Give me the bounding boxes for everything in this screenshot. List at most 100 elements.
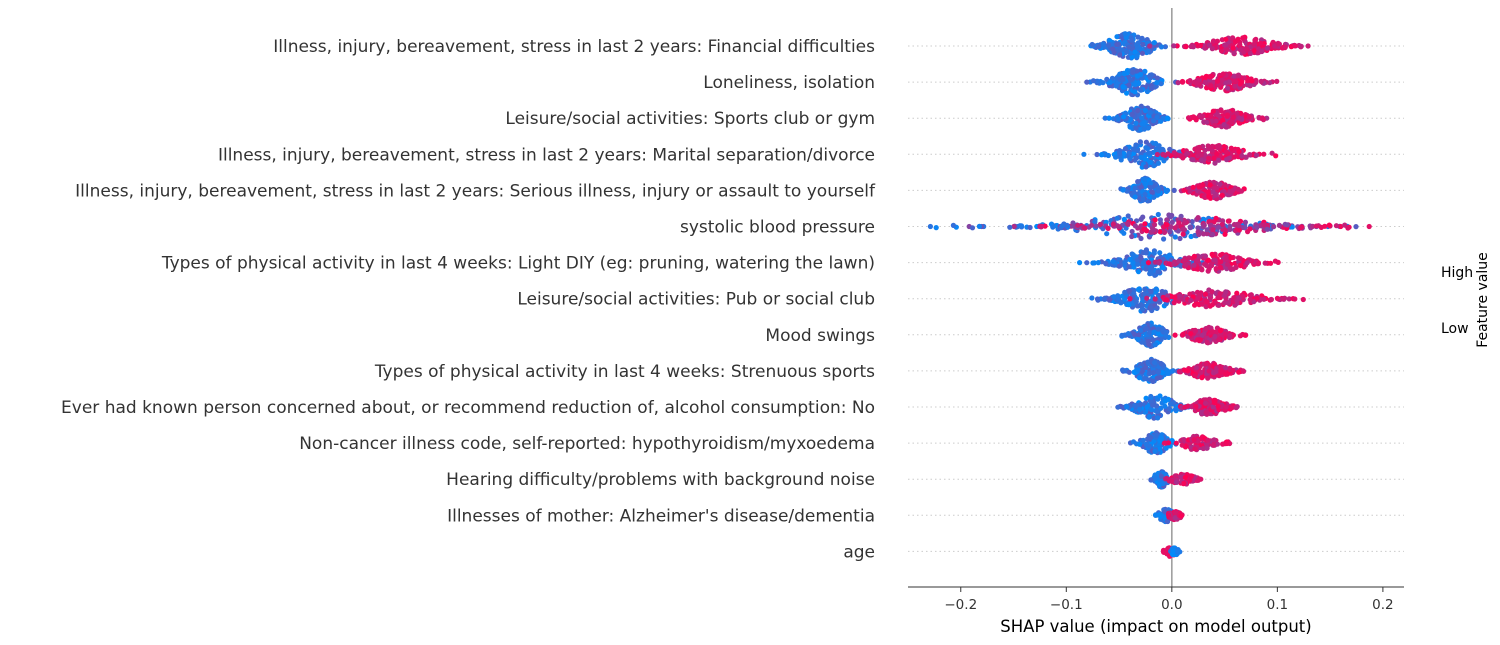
shap-point (1090, 260, 1096, 266)
shap-point (1225, 218, 1231, 224)
shap-point (1234, 290, 1240, 296)
shap-point (1105, 42, 1112, 48)
shap-point (1171, 150, 1177, 156)
shap-point (1139, 50, 1146, 56)
shap-point (1276, 222, 1282, 228)
shap-point (1121, 216, 1127, 222)
shap-point (1148, 406, 1155, 413)
shap-point (1153, 286, 1159, 292)
shap-point (1161, 549, 1167, 555)
shap-point (1203, 262, 1210, 269)
shap-point (1166, 261, 1172, 267)
shap-point (1139, 115, 1145, 121)
feature-points (1088, 31, 1311, 61)
shap-point (1075, 222, 1081, 228)
shap-point (1187, 188, 1193, 194)
shap-point (1249, 78, 1255, 84)
shap-point (1138, 401, 1144, 407)
shap-point (1205, 143, 1211, 149)
shap-point (1122, 368, 1128, 374)
beeswarm-points (927, 31, 1372, 559)
shap-point (1152, 360, 1158, 366)
shap-point (1102, 115, 1108, 121)
shap-point (1139, 35, 1145, 42)
shap-point (1142, 221, 1148, 227)
shap-point (1121, 71, 1127, 77)
shap-point (1172, 515, 1178, 521)
shap-point (1038, 223, 1045, 229)
shap-point (1144, 88, 1150, 95)
shap-point (1163, 445, 1169, 451)
shap-point (1235, 36, 1241, 42)
shap-point (1143, 181, 1149, 187)
shap-point (1124, 90, 1130, 96)
shap-point (1147, 159, 1153, 166)
shap-point (1187, 78, 1193, 84)
shap-point (1150, 378, 1156, 384)
shap-point (1113, 154, 1119, 160)
shap-point (1151, 415, 1157, 421)
shap-point (1154, 114, 1160, 121)
shap-point (1126, 150, 1132, 156)
shap-point (927, 223, 934, 230)
feature-points (1120, 356, 1247, 384)
shap-point (1059, 223, 1065, 229)
shap-point (1236, 115, 1243, 121)
shap-point (1150, 402, 1156, 408)
shap-point (1223, 404, 1229, 410)
shap-point (1247, 226, 1253, 232)
shap-point (1099, 151, 1105, 158)
shap-point (1236, 227, 1242, 233)
shap-point (1219, 222, 1225, 228)
shap-point (1154, 80, 1160, 86)
shap-point (1203, 361, 1209, 367)
shap-point (1157, 146, 1163, 152)
feature-points (927, 211, 1372, 242)
shap-point (1221, 292, 1227, 298)
shap-point (1163, 297, 1170, 303)
shap-point (1198, 266, 1205, 272)
shap-point (1215, 295, 1221, 301)
shap-point (1131, 403, 1137, 409)
shap-point (1173, 479, 1179, 485)
feature-label: Leisure/social activities: Sports club o… (505, 109, 875, 129)
shap-point (1247, 297, 1253, 303)
shap-point (1118, 300, 1124, 306)
shap-point (1111, 50, 1117, 56)
shap-point (1218, 328, 1224, 334)
shap-point (1165, 370, 1171, 376)
shap-point (1137, 441, 1143, 447)
shap-point (1202, 79, 1208, 85)
shap-point (1148, 395, 1154, 401)
shap-point (1261, 222, 1267, 228)
shap-point (1207, 182, 1213, 188)
shap-point (1236, 148, 1242, 155)
shap-point (1130, 252, 1136, 258)
shap-point (1255, 261, 1261, 267)
shap-point (1242, 332, 1249, 338)
shap-point (1206, 193, 1212, 199)
shap-point (1214, 38, 1220, 44)
shap-point (1137, 139, 1143, 145)
feature-points (1084, 67, 1280, 98)
shap-point (1193, 365, 1200, 371)
shap-point (1180, 79, 1186, 85)
shap-point (1143, 247, 1149, 253)
shap-point (1150, 227, 1156, 233)
shap-point (1152, 217, 1158, 223)
shap-point (1271, 224, 1277, 230)
shap-point (1135, 34, 1141, 40)
feature-points (1119, 320, 1249, 349)
shap-point (1197, 337, 1203, 343)
shap-point (1095, 260, 1101, 266)
shap-point (1140, 120, 1147, 126)
shap-point (1126, 302, 1132, 308)
shap-point (1210, 227, 1216, 233)
shap-point (1221, 122, 1227, 128)
shap-point (1104, 231, 1110, 237)
shap-point (1133, 125, 1139, 131)
shap-point (1154, 375, 1160, 381)
shap-point (1155, 415, 1161, 421)
shap-point (1178, 263, 1184, 269)
shap-point (1258, 78, 1264, 84)
